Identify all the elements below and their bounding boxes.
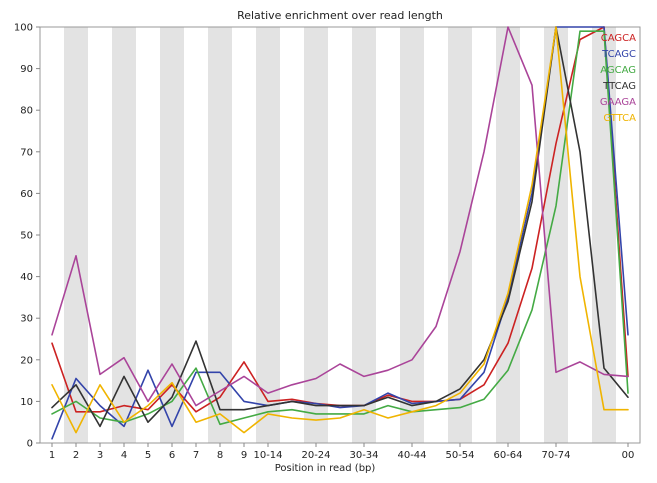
x-tick-label: 70-74 — [541, 450, 570, 461]
x-tick-label: 8 — [217, 450, 223, 461]
background-band — [544, 27, 568, 443]
series-line-cagca — [51, 26, 629, 413]
y-tick-label: 50 — [20, 231, 33, 242]
x-tick-label: 2 — [73, 450, 79, 461]
x-axis-label: Position in read (bp) — [275, 463, 376, 474]
y-tick-label: 20 — [20, 355, 33, 366]
series-line-tcagc — [51, 26, 629, 440]
background-band — [64, 27, 88, 443]
x-tick-label: 6 — [169, 450, 175, 461]
x-tick-label: 1 — [49, 450, 55, 461]
x-tick-label: 7 — [193, 450, 199, 461]
background-band — [256, 27, 280, 443]
y-tick-label: 100 — [14, 23, 33, 34]
x-tick-label: 40-44 — [397, 450, 426, 461]
x-axis-ticks: 1 2 3 4 5 6 7 8 9 10-14 20-24 30-34 40-44 50-54 60-64 7… — [49, 443, 635, 461]
x-tick-label: 50-54 — [445, 450, 474, 461]
series-line-ttcag — [51, 26, 629, 428]
x-tick-label: 10-14 — [253, 450, 282, 461]
y-tick-label: 30 — [20, 314, 33, 325]
x-tick-label: 30-34 — [349, 450, 378, 461]
background-band — [400, 27, 424, 443]
y-tick-label: 10 — [20, 397, 33, 408]
legend-entry-ttcag: TTCAG — [602, 81, 636, 92]
background-band — [208, 27, 232, 443]
background-band — [112, 27, 136, 443]
x-tick-label: 4 — [121, 450, 127, 461]
background-bands — [64, 27, 616, 443]
series-line-gaaga — [51, 26, 629, 407]
x-tick-label: 60-64 — [493, 450, 522, 461]
series-line-gttca — [51, 26, 629, 434]
background-band — [496, 27, 520, 443]
y-tick-label: 80 — [20, 106, 33, 117]
legend-entry-gttca: GTTCA — [603, 113, 636, 124]
y-tick-label: 70 — [20, 147, 33, 158]
y-tick-label: 90 — [20, 64, 33, 75]
series-lines — [51, 26, 629, 440]
y-tick-label: 0 — [27, 439, 33, 450]
x-tick-label: 00 — [622, 450, 635, 461]
chart-title: Relative enrichment over read length — [237, 9, 443, 22]
legend-entry-agcag: AGCAG — [600, 65, 636, 76]
x-tick-label: 5 — [145, 450, 151, 461]
y-tick-label: 60 — [20, 189, 33, 200]
y-tick-label: 40 — [20, 272, 33, 283]
x-tick-label: 20-24 — [301, 450, 330, 461]
background-band — [352, 27, 376, 443]
background-band — [448, 27, 472, 443]
legend-entry-cagca: CAGCA — [601, 33, 636, 44]
background-band — [160, 27, 184, 443]
legend: CAGCA TCAGC AGCAG TTCAG GAAGA GTTCA — [600, 33, 636, 124]
y-axis-ticks: 0 10 20 30 40 50 60 70 80 90 100 — [14, 23, 40, 450]
legend-entry-gaaga: GAAGA — [600, 97, 636, 108]
x-tick-label: 9 — [241, 450, 247, 461]
series-line-agcag — [51, 30, 629, 426]
legend-entry-tcagc: TCAGC — [601, 49, 636, 60]
x-tick-label: 3 — [97, 450, 103, 461]
